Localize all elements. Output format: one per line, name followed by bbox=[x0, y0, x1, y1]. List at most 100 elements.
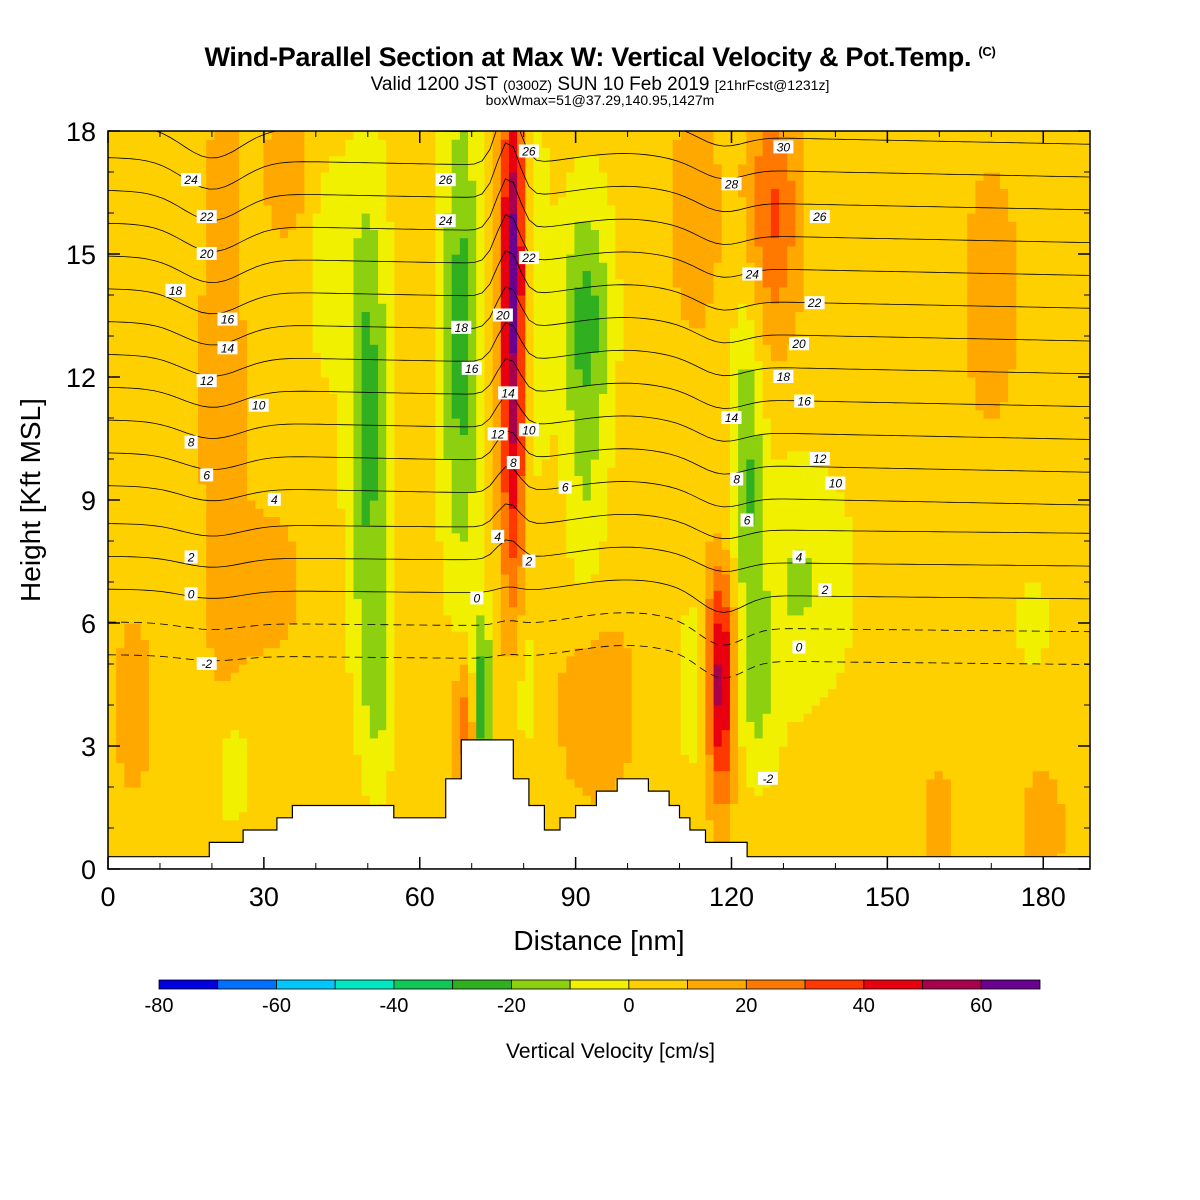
w-cell bbox=[157, 368, 166, 378]
w-cell bbox=[206, 155, 215, 165]
w-cell bbox=[549, 467, 559, 476]
w-cell bbox=[558, 746, 567, 755]
w-cell bbox=[345, 582, 355, 591]
w-cell bbox=[189, 631, 199, 640]
w-cell bbox=[492, 360, 502, 370]
w-cell bbox=[140, 278, 150, 288]
w-cell bbox=[222, 491, 232, 501]
w-cell bbox=[386, 795, 396, 804]
w-cell bbox=[173, 401, 183, 411]
w-cell bbox=[255, 368, 265, 378]
w-cell bbox=[386, 672, 396, 681]
w-cell bbox=[198, 295, 207, 304]
w-cell bbox=[353, 229, 363, 239]
w-cell bbox=[549, 163, 559, 173]
w-cell bbox=[508, 163, 518, 173]
w-cell bbox=[369, 705, 379, 714]
w-cell bbox=[230, 557, 240, 567]
w-cell bbox=[238, 196, 248, 206]
w-cell bbox=[492, 614, 502, 624]
w-cell bbox=[148, 680, 158, 690]
w-cell bbox=[517, 229, 526, 239]
w-cell bbox=[279, 172, 289, 181]
w-cell bbox=[263, 549, 273, 558]
w-cell bbox=[296, 508, 305, 517]
w-cell bbox=[451, 188, 461, 198]
w-cell bbox=[206, 508, 215, 517]
w-cell bbox=[541, 450, 551, 460]
w-cell bbox=[468, 270, 477, 280]
w-cell bbox=[165, 541, 175, 550]
w-cell bbox=[443, 254, 453, 263]
w-cell bbox=[459, 401, 469, 411]
w-cell bbox=[492, 688, 502, 698]
w-cell bbox=[394, 557, 404, 567]
w-cell bbox=[132, 729, 142, 739]
w-cell bbox=[230, 606, 240, 616]
w-cell bbox=[328, 623, 338, 632]
w-cell bbox=[369, 377, 379, 386]
w-cell bbox=[386, 582, 396, 591]
w-cell bbox=[435, 385, 445, 394]
w-cell bbox=[157, 680, 166, 690]
w-cell bbox=[189, 426, 199, 435]
w-cell bbox=[157, 623, 166, 632]
w-cell bbox=[304, 746, 314, 755]
w-cell bbox=[271, 442, 281, 452]
w-cell bbox=[157, 819, 166, 829]
w-cell bbox=[214, 803, 224, 813]
w-cell bbox=[508, 418, 518, 427]
w-cell bbox=[288, 541, 297, 550]
w-cell bbox=[541, 565, 551, 575]
w-cell bbox=[198, 229, 207, 239]
w-cell bbox=[181, 327, 191, 337]
w-cell bbox=[189, 163, 199, 173]
w-cell bbox=[394, 155, 404, 165]
w-cell bbox=[214, 188, 224, 198]
w-cell bbox=[222, 434, 232, 444]
w-cell bbox=[353, 418, 363, 427]
w-cell bbox=[222, 819, 232, 829]
w-cell bbox=[181, 196, 191, 206]
w-cell bbox=[525, 598, 535, 608]
w-cell bbox=[238, 188, 248, 198]
w-cell bbox=[427, 582, 436, 591]
w-cell bbox=[304, 311, 314, 321]
w-cell bbox=[378, 336, 387, 345]
w-cell bbox=[378, 377, 387, 386]
w-cell bbox=[337, 229, 346, 239]
w-cell bbox=[124, 664, 134, 673]
w-cell bbox=[468, 180, 477, 189]
w-cell bbox=[255, 270, 265, 280]
w-cell bbox=[312, 368, 322, 378]
w-cell bbox=[279, 631, 289, 640]
w-cell bbox=[369, 459, 379, 468]
w-cell bbox=[140, 655, 150, 665]
w-cell bbox=[427, 803, 436, 813]
w-cell bbox=[558, 557, 567, 567]
w-cell bbox=[500, 475, 510, 485]
w-cell bbox=[140, 311, 150, 321]
w-cell bbox=[451, 245, 461, 255]
w-cell bbox=[533, 172, 543, 181]
w-cell bbox=[394, 778, 404, 788]
w-cell bbox=[148, 762, 158, 772]
w-cell bbox=[263, 418, 273, 427]
w-cell bbox=[337, 418, 346, 427]
w-cell bbox=[369, 327, 379, 337]
w-cell bbox=[320, 557, 330, 567]
w-cell bbox=[402, 401, 412, 411]
w-cell bbox=[508, 368, 518, 378]
w-cell bbox=[288, 319, 297, 329]
w-cell bbox=[132, 664, 142, 673]
w-cell bbox=[508, 139, 518, 148]
w-cell bbox=[337, 131, 346, 140]
w-cell bbox=[189, 475, 199, 485]
w-cell bbox=[427, 614, 436, 624]
w-cell bbox=[345, 213, 355, 222]
w-cell bbox=[132, 344, 142, 353]
w-cell bbox=[222, 582, 232, 591]
w-cell bbox=[271, 204, 281, 214]
w-cell bbox=[517, 352, 526, 362]
w-cell bbox=[238, 819, 248, 829]
